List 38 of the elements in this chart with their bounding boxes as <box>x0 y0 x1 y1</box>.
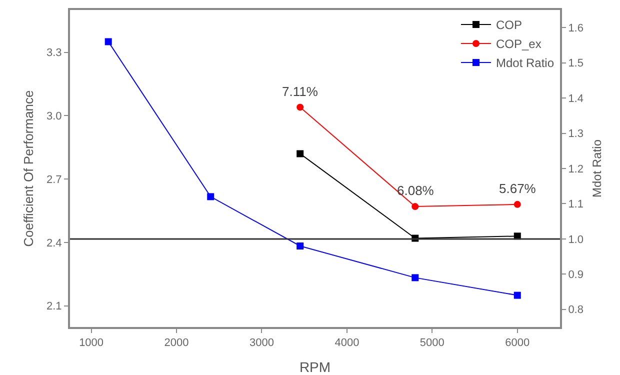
legend-label: COP_ex <box>496 37 542 52</box>
y-tick-label: 2.4 <box>46 237 62 250</box>
x-axis-title: RPM <box>299 359 331 375</box>
point <box>514 292 521 299</box>
annotation: 5.67% <box>499 181 536 196</box>
y-axis-title: Coefficient Of Performance <box>21 90 36 247</box>
point <box>412 203 419 210</box>
y-tick-label: 2.1 <box>46 300 62 313</box>
y2-tick-label: 1.3 <box>568 128 584 140</box>
y2-tick-label: 1.4 <box>568 92 584 105</box>
point <box>207 193 214 200</box>
point <box>296 104 304 111</box>
y-tick-label: 3.3 <box>46 47 62 60</box>
point <box>296 150 304 158</box>
y2-tick-label: 1.5 <box>568 58 584 70</box>
x-tick-label: 3000 <box>250 337 274 350</box>
y2-axis-title: Mdot Ratio <box>590 139 604 198</box>
legend-label: Mdot Ratio <box>496 56 554 70</box>
y-tick-label: 2.7 <box>46 174 62 186</box>
annotation: 7.11% <box>282 84 318 99</box>
point <box>104 38 112 46</box>
point <box>514 200 521 208</box>
y2-tick-label: 1.6 <box>568 22 584 34</box>
annotation: 6.08% <box>397 183 434 198</box>
point <box>296 242 304 250</box>
x-tick-label: 5000 <box>420 337 444 350</box>
x-tick-label: 6000 <box>505 337 530 350</box>
y2-tick-label: 0.9 <box>568 269 584 282</box>
point <box>412 274 419 282</box>
legend-label: COP <box>496 18 522 32</box>
x-tick-label: 2000 <box>164 337 189 350</box>
y-tick-label: 3.0 <box>46 110 62 123</box>
x-tick-label: 1000 <box>79 337 104 350</box>
y2-tick-label: 1.1 <box>568 198 584 211</box>
y2-tick-label: 1.2 <box>568 163 584 176</box>
x-tick-label: 4000 <box>334 337 360 350</box>
y2-tick-label: 1.0 <box>568 234 584 246</box>
y2-tick-label: 0.8 <box>568 304 584 316</box>
